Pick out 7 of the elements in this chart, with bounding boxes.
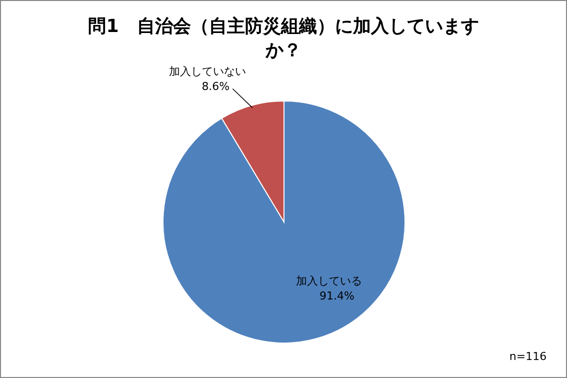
slice-label: 加入している xyxy=(296,274,362,288)
text: n=116 xyxy=(509,350,547,363)
slice-label: 加入していない xyxy=(169,64,246,78)
data-label: 91.4% xyxy=(320,289,354,302)
chart-title: 問1 自治会（自主防災組織）に加入していますか？ xyxy=(88,16,479,61)
pie-slice xyxy=(162,100,406,344)
data-label: 8.6% xyxy=(202,80,230,93)
